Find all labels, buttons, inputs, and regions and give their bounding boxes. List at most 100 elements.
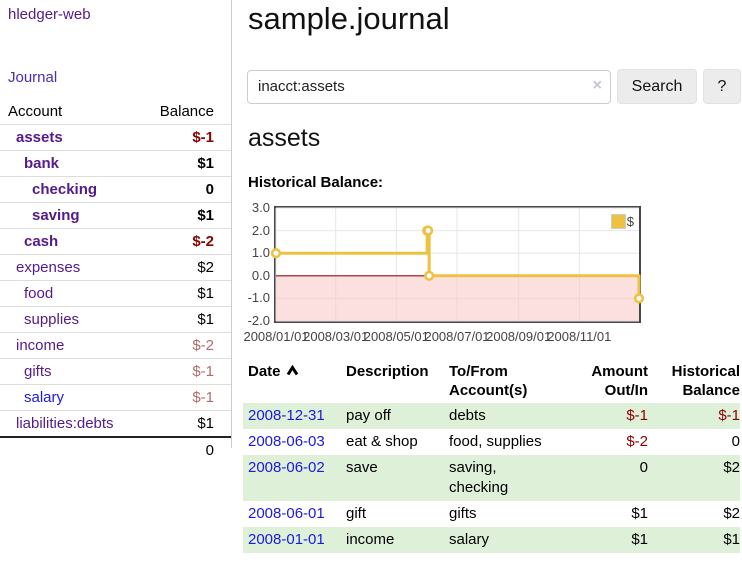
transaction-amount: 0 bbox=[639, 459, 648, 476]
help-button[interactable]: ? bbox=[703, 69, 741, 104]
transaction-amount: $1 bbox=[631, 531, 648, 548]
account-row: supplies $1 bbox=[0, 306, 231, 332]
transaction-balance: 0 bbox=[731, 433, 740, 450]
account-row: food $1 bbox=[0, 280, 231, 306]
accounts-table: Account Balance assets $-1 bank $1 checking 0… bbox=[0, 99, 231, 463]
account-balance: 0 bbox=[205, 181, 214, 198]
account-balance: $-2 bbox=[192, 337, 214, 354]
date-header-label: Date bbox=[248, 363, 281, 380]
chart-plot-area[interactable]: $ bbox=[270, 206, 645, 323]
chart-title: Historical Balance: bbox=[248, 174, 384, 191]
search-input[interactable] bbox=[247, 69, 611, 104]
account-link[interactable]: bank bbox=[24, 155, 60, 172]
transaction-date-link[interactable]: 2008-06-03 bbox=[248, 433, 325, 450]
account-link[interactable]: cash bbox=[24, 233, 59, 250]
y-tick-label: 3.0 bbox=[251, 200, 270, 215]
accounts-total-row: 0 bbox=[0, 436, 231, 463]
search-form: × Search ? bbox=[247, 69, 741, 104]
y-tick-label: 0.0 bbox=[251, 267, 270, 283]
transaction-description: income bbox=[346, 531, 395, 548]
account-balance: $1 bbox=[197, 415, 214, 432]
main-content: sample.journal × Search ? assets Histori… bbox=[243, 0, 742, 582]
transaction-balance: $1 bbox=[723, 531, 740, 548]
transaction-date-link[interactable]: 2008-01-01 bbox=[248, 531, 325, 548]
x-tick-label: 2008/11/01 bbox=[547, 329, 612, 344]
account-link[interactable]: gifts bbox=[24, 363, 52, 380]
account-balance: $-2 bbox=[192, 233, 214, 250]
balance-column-header: Balance bbox=[159, 103, 214, 120]
transaction-accounts: debts bbox=[449, 407, 486, 424]
transaction-amount: $-2 bbox=[626, 433, 648, 450]
account-link[interactable]: income bbox=[16, 337, 65, 354]
account-balance: $-1 bbox=[192, 129, 214, 146]
column-header-balance: Historical Balance bbox=[671, 363, 740, 399]
account-heading: assets bbox=[248, 124, 321, 152]
account-row: bank $1 bbox=[0, 150, 231, 176]
account-balance: $1 bbox=[197, 285, 214, 302]
x-tick-label: 2008/07/01 bbox=[424, 329, 490, 344]
transaction-accounts: saving, checking bbox=[449, 459, 509, 496]
transaction-row: 2008-01-01 income salary $1 $1 bbox=[243, 527, 740, 553]
account-link[interactable]: supplies bbox=[24, 311, 80, 328]
account-row: saving $1 bbox=[0, 202, 231, 228]
account-row: checking 0 bbox=[0, 176, 231, 202]
chart-series-svg bbox=[270, 207, 645, 322]
y-tick-label: 2.0 bbox=[251, 222, 270, 238]
transaction-description: pay off bbox=[346, 407, 391, 424]
transaction-date-link[interactable]: 2008-12-31 bbox=[248, 407, 325, 424]
account-balance: $-1 bbox=[192, 363, 214, 380]
account-link[interactable]: saving bbox=[32, 207, 80, 224]
account-link[interactable]: food bbox=[24, 285, 54, 302]
x-tick-label: 2008/01/01 bbox=[243, 329, 309, 344]
sidebar-item-journal[interactable]: Journal bbox=[8, 69, 58, 86]
transaction-amount: $-1 bbox=[626, 407, 648, 424]
transaction-accounts: food, supplies bbox=[449, 433, 542, 450]
x-tick-label: 2008/09/01 bbox=[486, 329, 552, 344]
sidebar: hledger-web Journal Account Balance asse… bbox=[0, 0, 232, 459]
transaction-row: 2008-12-31 pay off debts $-1 $-1 bbox=[243, 403, 740, 429]
account-row: cash $-2 bbox=[0, 228, 231, 254]
transaction-description: gift bbox=[346, 505, 367, 522]
account-balance: $1 bbox=[197, 311, 214, 328]
account-row: assets $-1 bbox=[0, 124, 231, 150]
account-balance: $1 bbox=[197, 207, 214, 224]
account-link[interactable]: checking bbox=[32, 181, 98, 198]
account-link[interactable]: assets bbox=[16, 129, 63, 146]
accounts-table-header: Account Balance bbox=[0, 99, 231, 124]
transaction-description: eat & shop bbox=[346, 433, 418, 450]
transaction-date-link[interactable]: 2008-06-02 bbox=[248, 459, 325, 476]
app-title-link[interactable]: hledger-web bbox=[8, 6, 91, 23]
y-tick-label: -1.0 bbox=[247, 290, 270, 306]
column-header-description: Description bbox=[346, 363, 429, 380]
transaction-row: 2008-06-02 save saving, checking 0 $2 bbox=[243, 455, 740, 501]
sort-ascending-icon bbox=[286, 362, 299, 381]
column-header-amount: Amount Out/In bbox=[591, 363, 648, 399]
register-header-row: Date Description To/From Account(s) Amou… bbox=[243, 358, 740, 403]
account-link[interactable]: expenses bbox=[16, 259, 81, 276]
column-header-accounts: To/From Account(s) bbox=[449, 363, 528, 399]
historical-balance-chart: 3.0 2.0 1.0 0.0 -1.0 -2.0 $ 2008/01/01 2008/03… bbox=[243, 198, 668, 346]
clear-search-icon[interactable]: × bbox=[592, 76, 602, 94]
account-balance: $2 bbox=[197, 259, 214, 276]
account-row: expenses $2 bbox=[0, 254, 231, 280]
page-title: sample.journal bbox=[248, 1, 450, 36]
legend-label: $ bbox=[626, 214, 634, 229]
transaction-amount: $1 bbox=[631, 505, 648, 522]
account-column-header: Account bbox=[8, 103, 63, 120]
transaction-description: save bbox=[346, 459, 378, 476]
transaction-date-link[interactable]: 2008-06-01 bbox=[248, 505, 325, 522]
search-button[interactable]: Search bbox=[617, 69, 697, 104]
transaction-accounts: gifts bbox=[449, 505, 477, 522]
transaction-row: 2008-06-03 eat & shop food, supplies $-2 0 bbox=[243, 429, 740, 455]
account-row: income $-2 bbox=[0, 332, 231, 358]
column-header-date[interactable]: Date bbox=[243, 358, 346, 403]
account-link[interactable]: salary bbox=[24, 389, 65, 406]
account-balance: $1 bbox=[197, 155, 214, 172]
account-link[interactable]: liabilities:debts bbox=[16, 415, 114, 432]
y-tick-label: 1.0 bbox=[251, 245, 270, 261]
y-tick-label: -2.0 bbox=[247, 313, 270, 328]
transaction-accounts: salary bbox=[449, 531, 490, 548]
legend-swatch bbox=[610, 214, 626, 229]
account-row: salary $-1 bbox=[0, 384, 231, 410]
x-tick-label: 2008/05/01 bbox=[363, 329, 429, 344]
